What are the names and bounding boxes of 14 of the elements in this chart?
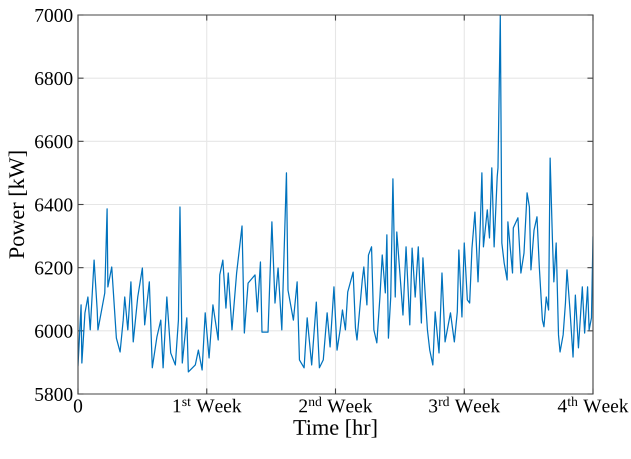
x-axis-title: Time [hr] [293, 419, 376, 438]
x-tick-label: 4$^{th}$ Week [558, 396, 629, 413]
y-tick-label: 7000 [36, 8, 72, 22]
y-tick-label: 5800 [35, 388, 72, 401]
y-axis-title: Power [kW] [8, 152, 27, 258]
y-tick-label: 6000 [35, 324, 72, 338]
y-tick-label: 6800 [35, 72, 72, 86]
x-tick-label: 0 [74, 399, 82, 413]
x-tick-label: 2$^{nd}$ Week [299, 396, 372, 413]
x-tick-label: 3$^{rd}$ Week [429, 396, 500, 413]
y-tick-label: 6600 [35, 135, 72, 148]
y-tick-label: 6400 [35, 198, 72, 212]
x-tick-label: 1$^{st}$ Week [174, 398, 242, 413]
y-tick-label: 6200 [35, 261, 72, 275]
